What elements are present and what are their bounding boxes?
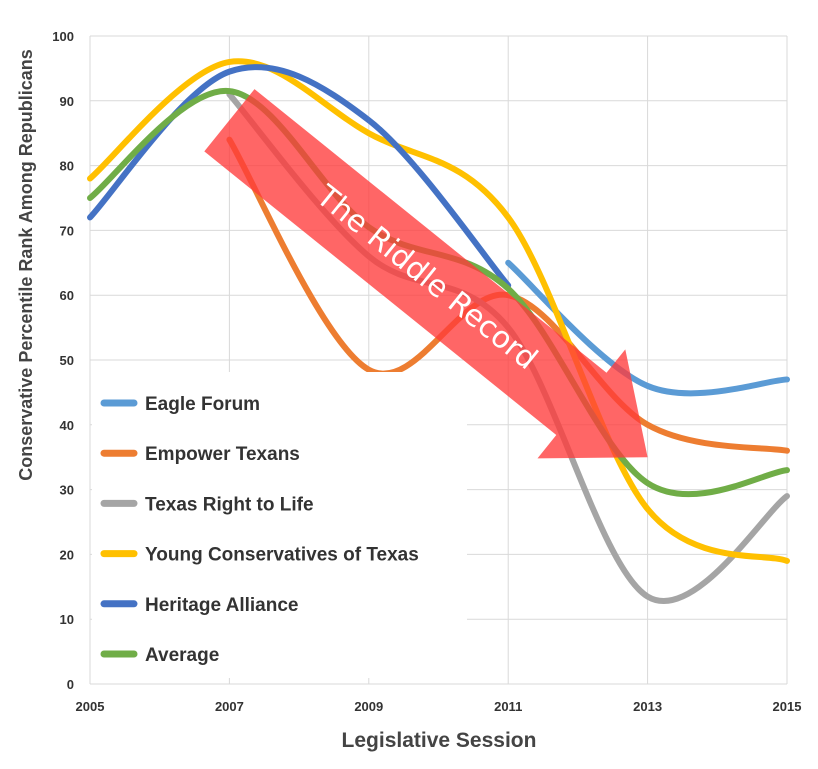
y-tick-label: 100 (52, 29, 74, 44)
legend-label-average: Average (145, 645, 219, 666)
x-tick-label: 2011 (494, 699, 522, 714)
x-tick-label: 2013 (633, 699, 662, 714)
y-axis-ticks: 0 10 20 30 40 50 60 70 80 90 100 (52, 29, 74, 692)
legend-label-heritage-alliance: Heritage Alliance (145, 595, 298, 616)
x-tick-label: 2015 (773, 699, 802, 714)
y-tick-label: 80 (60, 159, 74, 174)
y-tick-label: 50 (60, 353, 74, 368)
legend-label-young-conservatives-of-texas: Young Conservatives of Texas (145, 545, 419, 566)
y-tick-label: 60 (60, 288, 74, 303)
legend: Eagle Forum Empower Texans Texas Right to … (92, 372, 467, 678)
x-tick-label: 2009 (354, 699, 383, 714)
y-tick-label: 0 (67, 677, 74, 692)
x-axis-ticks: 2005 2007 2009 2011 2013 2015 (76, 699, 802, 714)
series-line-heritage-alliance (87, 64, 512, 289)
series-line-eagle-forum (505, 259, 790, 397)
legend-label-texas-right-to-life: Texas Right to Life (145, 494, 314, 515)
series-line-young-conservatives-of-texas (87, 58, 790, 564)
y-tick-label: 70 (60, 223, 74, 238)
legend-label-eagle-forum: Eagle Forum (145, 394, 260, 415)
x-tick-label: 2005 (76, 699, 105, 714)
y-tick-label: 10 (60, 612, 74, 627)
y-tick-label: 40 (60, 418, 74, 433)
y-tick-label: 30 (60, 483, 74, 498)
legend-background (92, 372, 467, 678)
y-tick-label: 20 (60, 547, 74, 562)
y-axis-title: Conservative Percentile Rank Among Repub… (16, 49, 36, 480)
riddle-record-arrow (204, 89, 648, 459)
x-tick-label: 2007 (215, 699, 244, 714)
legend-label-empower-texans: Empower Texans (145, 444, 300, 465)
x-axis-title: Legislative Session (342, 729, 537, 752)
y-tick-label: 90 (60, 94, 74, 109)
